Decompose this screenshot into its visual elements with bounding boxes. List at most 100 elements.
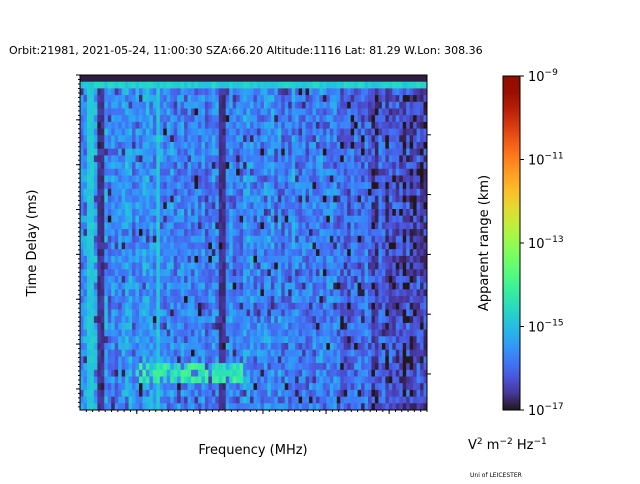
heatmap-cell [253,282,258,290]
heatmap-cell [145,229,150,237]
heatmap-cell [170,289,175,297]
heatmap-cell [274,168,279,176]
heatmap-cell [80,75,84,83]
heatmap-cell [281,222,286,230]
heatmap-cell [378,396,383,404]
heatmap-cell [288,349,293,357]
heatmap-cell [222,276,227,284]
heatmap-cell [388,396,393,404]
heatmap-cell [204,209,209,217]
heatmap-cell [371,389,376,397]
heatmap-cell [107,302,112,310]
heatmap-cell [180,376,185,384]
heatmap-cell [347,182,352,190]
heatmap-cell [93,95,98,103]
heatmap-cell [218,329,223,337]
heatmap-cell [378,403,383,411]
heatmap-cell [180,142,185,150]
heatmap-cell [166,322,171,330]
heatmap-cell [93,88,98,96]
heatmap-cell [239,148,244,156]
heatmap-cell [97,396,102,404]
heatmap-cell [395,108,400,116]
heatmap-cell [128,81,133,89]
heatmap-cell [270,209,275,217]
heatmap-cell [104,376,109,384]
heatmap-cell [381,383,386,391]
heatmap-cell [312,403,317,411]
heatmap-cell [80,135,84,143]
heatmap-cell [239,302,244,310]
heatmap-cell [156,168,161,176]
heatmap-cell [256,188,261,196]
heatmap-cell [354,396,358,404]
heatmap-cell [236,95,241,103]
heatmap-cell [340,316,345,324]
heatmap-cell [361,316,365,324]
heatmap-cell [204,255,209,263]
heatmap-cell [253,389,258,397]
heatmap-cell [204,81,209,89]
heatmap-cell [253,369,258,377]
heatmap-cell [385,121,390,129]
heatmap-cell [413,269,417,277]
heatmap-cell [416,75,421,83]
heatmap-cell [374,81,379,89]
heatmap-cell [409,276,414,284]
heatmap-cell [132,369,136,377]
heatmap-cell [184,128,188,136]
heatmap-cell [399,195,404,203]
heatmap-cell [149,115,154,123]
heatmap-cell [208,302,213,310]
heatmap-cell [201,309,206,317]
heatmap-cell [336,349,341,357]
heatmap-cell [361,349,365,357]
heatmap-cell [149,296,154,304]
heatmap-cell [340,242,345,250]
heatmap-cell [315,282,320,290]
heatmap-cell [385,202,390,210]
heatmap-cell [409,356,414,364]
heatmap-cell [225,182,230,190]
heatmap-cell [343,88,348,96]
heatmap-cell [256,155,261,163]
heatmap-cell [180,202,185,210]
heatmap-cell [298,108,303,116]
heatmap-cell [104,88,109,96]
heatmap-cell [395,383,400,391]
heatmap-cell [149,376,154,384]
heatmap-cell [305,396,310,404]
heatmap-cell [357,209,362,217]
heatmap-cell [274,396,279,404]
heatmap-cell [250,229,254,237]
heatmap-cell [236,282,241,290]
heatmap-cell [281,396,286,404]
heatmap-cell [142,88,147,96]
heatmap-cell [319,168,324,176]
heatmap-cell [191,128,195,136]
heatmap-cell [381,349,386,357]
heatmap-cell [111,403,116,411]
heatmap-cell [395,142,400,150]
heatmap-cell [368,81,372,89]
heatmap-cell [333,396,338,404]
heatmap-cell [246,309,251,317]
heatmap-cell [322,356,327,364]
heatmap-cell [368,175,372,183]
heatmap-cell [326,349,331,357]
heatmap-cell [413,188,417,196]
heatmap-cell [336,209,341,217]
heatmap-cell [128,121,133,129]
heatmap-cell [392,276,397,284]
heatmap-cell [374,195,379,203]
heatmap-cell [357,242,362,250]
heatmap-cell [343,289,348,297]
heatmap-cell [170,95,175,103]
heatmap-cell [322,376,327,384]
heatmap-cell [253,396,258,404]
heatmap-cell [187,255,192,263]
heatmap-cell [291,316,296,324]
heatmap-cell [295,202,300,210]
heatmap-cell [281,115,286,123]
heatmap-cell [368,182,372,190]
